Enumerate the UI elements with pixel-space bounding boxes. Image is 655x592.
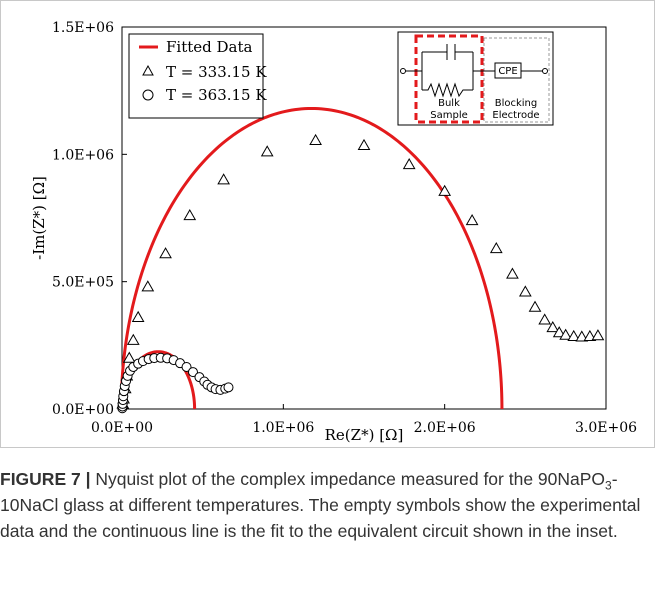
inset-bulk-label-2: Sample [430, 110, 468, 121]
circuit-wires [405, 44, 543, 98]
x-tick-label: 1.0E+06 [252, 420, 314, 436]
nyquist-chart: 0.0E+00 1.0E+06 2.0E+06 3.0E+06 0.0E+00 5.0E+… [30, 20, 637, 444]
circle-marker-363k [187, 367, 198, 378]
triangle-marker-333k [465, 214, 479, 226]
ticks-layer: 0.0E+00 1.0E+06 2.0E+06 3.0E+06 0.0E+00 5.0E+… [52, 20, 637, 436]
triangle-marker-333k [591, 329, 605, 341]
triangle-marker-333k [402, 158, 416, 170]
triangle-marker-333k [260, 145, 274, 157]
triangle-marker-333k [552, 326, 566, 338]
x-tick-label: 3.0E+06 [575, 420, 637, 436]
triangle-marker-333k [309, 133, 322, 145]
figure-caption: FIGURE 7 | Nyquist plot of the complex i… [0, 466, 650, 544]
inset-terminal-left [400, 68, 406, 74]
y-tick-label: 1.0E+06 [52, 147, 114, 163]
fitted-arc [119, 106, 504, 410]
caption-text-part-1: Nyquist plot of the complex impedance me… [90, 469, 606, 489]
inset-bulk-label-1: Bulk [438, 98, 460, 109]
triangle-marker-333k [567, 329, 581, 342]
x-tick-label: 2.0E+06 [414, 420, 476, 436]
inset-cpe-label: CPE [498, 66, 517, 77]
circuit-inset: CPE Bulk Sample Blocking Electrode [397, 31, 554, 126]
plot-area [121, 26, 607, 410]
y-tick-label: 0.0E+00 [52, 402, 114, 418]
triangle-marker-333k [559, 328, 573, 340]
triangle-marker-333k [438, 184, 452, 196]
circle-marker-363k [223, 382, 234, 393]
y-axis-title: -Im(Z*) [Ω] [30, 176, 48, 260]
triangle-marker-333k [575, 330, 589, 342]
triangle-marker-333k [159, 247, 172, 259]
blocking-electrode-box [483, 37, 550, 123]
y-tick-label: 1.5E+06 [52, 20, 114, 36]
triangle-marker-333k [506, 267, 519, 279]
triangle-marker-333k [489, 242, 503, 254]
legend-marker-triangle [142, 64, 154, 76]
y-tick-label: 5.0E+05 [52, 275, 114, 291]
triangle-marker-333k [583, 329, 597, 342]
triangle-marker-333k [131, 310, 145, 322]
triangle-marker-333k [122, 351, 136, 363]
caption-figure-label: FIGURE 7 | [0, 469, 91, 489]
legend-label-363k: T = 363.15 K [166, 86, 267, 104]
triangle-marker-333k [141, 280, 155, 292]
triangle-marker-333k [546, 320, 560, 333]
legend-label-fitted: Fitted Data [166, 38, 253, 56]
x-axis-title: Re(Z*) [Ω] [325, 426, 404, 444]
triangle-marker-333k [183, 208, 197, 221]
bulk-sample-box [414, 34, 484, 124]
inset-blocking-label-1: Blocking [495, 98, 538, 109]
inset-terminal-right [542, 68, 548, 74]
inset-blocking-label-2: Electrode [492, 110, 539, 121]
legend-marker-circle [142, 89, 154, 101]
legend: Fitted Data T = 333.15 K T = 363.15 K [128, 33, 267, 119]
series-layer [116, 106, 605, 414]
circle-marker-363k [181, 361, 192, 372]
triangle-marker-333k [518, 285, 532, 297]
triangle-marker-333k [126, 333, 140, 345]
inset-frame [397, 31, 554, 126]
cpe-element [494, 62, 522, 79]
triangle-marker-333k [528, 300, 542, 312]
triangle-marker-333k [538, 313, 552, 325]
caption-subscript: 3 [605, 478, 612, 493]
triangle-marker-333k [357, 138, 371, 151]
legend-label-333k: T = 333.15 K [166, 63, 267, 81]
triangle-marker-333k [217, 173, 231, 185]
caption-text-part-2: -10NaCl glass at different temperatures.… [0, 469, 641, 541]
x-tick-label: 0.0E+00 [91, 420, 153, 436]
